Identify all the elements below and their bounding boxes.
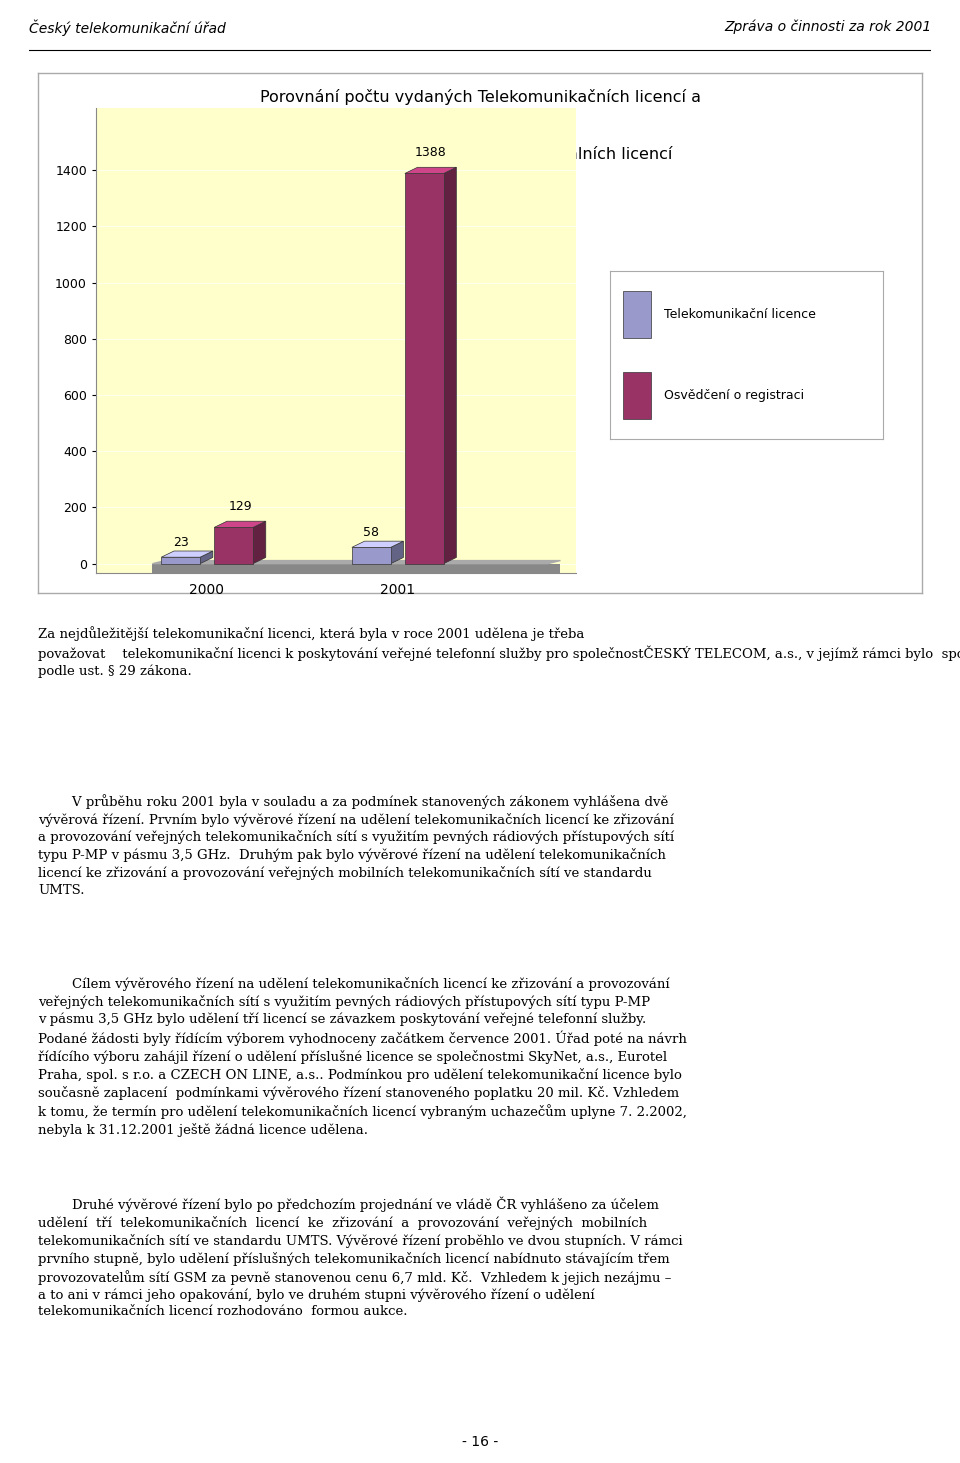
Bar: [161, 557, 200, 563]
Bar: [153, 563, 561, 573]
Text: 23: 23: [173, 535, 188, 549]
Polygon shape: [161, 552, 213, 557]
Bar: [623, 291, 651, 338]
Bar: [214, 527, 253, 563]
Text: Zpráva o činnosti za rok 2001: Zpráva o činnosti za rok 2001: [724, 19, 931, 34]
Text: Telekomunikační licence: Telekomunikační licence: [664, 307, 816, 320]
Text: Porovnání počtu vydaných Telekomunikačních licencí a: Porovnání počtu vydaných Telekomunikační…: [259, 89, 701, 105]
Text: V průběhu roku 2001 byla v souladu a za podmínek stanovených zákonem vyhlášena d: V průběhu roku 2001 byla v souladu a za …: [38, 794, 675, 897]
Polygon shape: [352, 541, 403, 547]
Bar: [405, 174, 444, 563]
Text: - 16 -: - 16 -: [462, 1435, 498, 1448]
Text: Osvědčení o registraci: Osvědčení o registraci: [664, 389, 804, 402]
Polygon shape: [253, 521, 266, 563]
Text: Osvědčení o registraci podle generálních licencí: Osvědčení o registraci podle generálních…: [287, 146, 673, 162]
Bar: [352, 547, 391, 563]
Text: 1388: 1388: [415, 146, 446, 159]
Polygon shape: [405, 167, 456, 174]
Bar: [623, 372, 651, 418]
Polygon shape: [214, 521, 266, 527]
Text: Český telekomunikační úřad: Český telekomunikační úřad: [29, 19, 226, 37]
Polygon shape: [200, 552, 213, 563]
Text: Cílem vývěrového řízení na udělení telekomunikačních licencí ke zřizování a prov: Cílem vývěrového řízení na udělení telek…: [38, 977, 687, 1137]
Polygon shape: [444, 167, 456, 563]
Text: Za nejdůležitější telekomunikační licenci, která byla v roce 2001 udělena je tře: Za nejdůležitější telekomunikační licenc…: [38, 626, 960, 679]
Polygon shape: [153, 560, 561, 563]
Text: Druhé vývěrové řízení bylo po předchozím projednání ve vládě ČR vyhlášeno za úče: Druhé vývěrové řízení bylo po předchozím…: [38, 1197, 683, 1318]
Polygon shape: [391, 541, 403, 563]
Text: 129: 129: [228, 500, 252, 512]
Text: 58: 58: [363, 525, 379, 538]
